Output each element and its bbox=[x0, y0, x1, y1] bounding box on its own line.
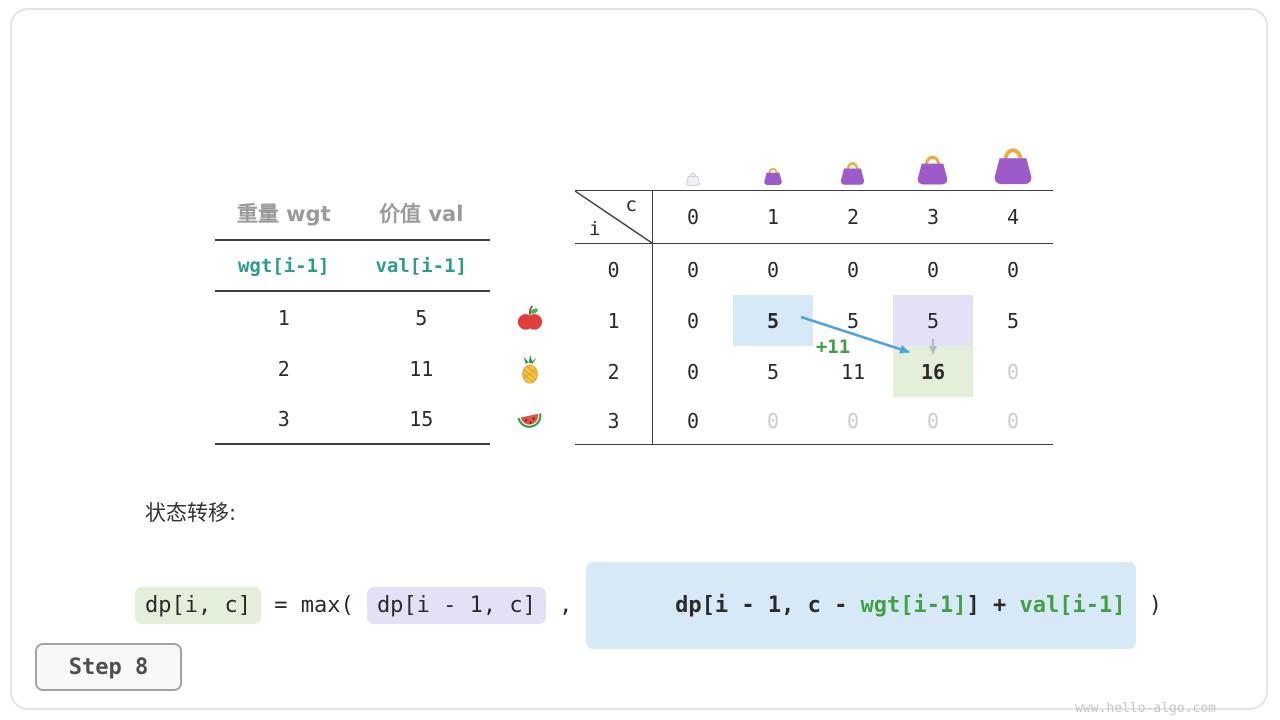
corner-diagonal bbox=[575, 191, 652, 243]
item-row-pineapple: 2 11 bbox=[215, 343, 490, 394]
dp-cell-3-2: 0 bbox=[846, 408, 860, 433]
dp-col-header-1: 1 bbox=[733, 191, 813, 244]
dp-cell-2-3: 16 bbox=[893, 346, 973, 397]
dp-cell-0-3: 0 bbox=[926, 257, 940, 282]
formula-option2-wgt: wgt[i-1] bbox=[860, 593, 967, 618]
dp-table: c i 0 1 2 3 4 0 0 0 0 0 0 1 0 5 5 5 5 2 … bbox=[575, 190, 1053, 445]
item-val-value: 5 bbox=[415, 305, 428, 330]
transition-formula: dp[i, c] = max( dp[i - 1, c] , dp[i - 1,… bbox=[135, 562, 1162, 649]
item-col-header-val: 价值 val bbox=[379, 201, 464, 226]
dp-cell-0-0: 0 bbox=[686, 257, 700, 282]
dp-cell-3-1: 0 bbox=[766, 408, 780, 433]
step-label: Step 8 bbox=[68, 654, 149, 680]
item-formula-wgt: wgt[i-1] bbox=[237, 254, 330, 277]
dp-cell-3-3: 0 bbox=[926, 408, 940, 433]
item-wgt-value: 2 bbox=[277, 356, 290, 381]
formula-result-box: dp[i, c] bbox=[135, 587, 261, 624]
empty-bag-icon bbox=[686, 172, 700, 186]
bag-icon-capacity-2 bbox=[840, 162, 865, 185]
dp-row-header-1: 1 bbox=[575, 295, 653, 346]
plus-value-annotation: +11 bbox=[815, 336, 851, 358]
formula-option1-box: dp[i - 1, c] bbox=[366, 587, 546, 624]
formula-option2-dp: dp[i - 1, c - bbox=[675, 593, 861, 618]
item-col-header-wgt: 重量 wgt bbox=[236, 201, 331, 226]
formula-option2-plus: + bbox=[979, 593, 1020, 618]
dp-cell-1-3: 5 bbox=[893, 295, 973, 346]
item-wgt-value: 3 bbox=[277, 406, 290, 431]
site-watermark: www.hello-algo.com bbox=[1075, 701, 1216, 716]
dp-row-header-0: 0 bbox=[575, 244, 653, 295]
dp-col-header-2: 2 bbox=[813, 191, 893, 244]
bag-icon-capacity-3 bbox=[917, 155, 948, 185]
dp-cell-0-4: 0 bbox=[1006, 257, 1020, 282]
watermelon-icon bbox=[517, 413, 542, 428]
dp-cell-1-1: 5 bbox=[733, 295, 813, 346]
dp-cell-2-4: 0 bbox=[1006, 359, 1020, 384]
formula-option2-box: dp[i - 1, c - wgt[i-1]] + val[i-1] bbox=[585, 562, 1136, 649]
dp-cell-1-4: 5 bbox=[1006, 308, 1020, 333]
formula-option2-bracket: ] bbox=[966, 593, 980, 618]
dp-axis-label-c: c bbox=[625, 194, 637, 216]
dp-cell-1-0: 0 bbox=[686, 308, 700, 333]
dp-cell-3-4: 0 bbox=[1006, 408, 1020, 433]
dp-cell-2-2: 11 bbox=[840, 359, 866, 384]
item-val-value: 11 bbox=[409, 356, 434, 381]
formula-comma: , bbox=[545, 593, 586, 618]
step-badge: Step 8 bbox=[35, 643, 182, 691]
dp-row-header-2: 2 bbox=[575, 346, 653, 397]
dp-axis-label-i: i bbox=[589, 218, 601, 240]
dp-col-header-3: 3 bbox=[893, 191, 973, 244]
dp-col-header-4: 4 bbox=[973, 191, 1053, 244]
dp-cell-0-1: 0 bbox=[766, 257, 780, 282]
item-row-watermelon: 3 15 bbox=[215, 394, 490, 443]
dp-corner-cell: c i bbox=[575, 191, 653, 244]
formula-option2-val: val[i-1] bbox=[1019, 593, 1126, 618]
dp-cell-2-1: 5 bbox=[766, 359, 780, 384]
dp-row-header-3: 3 bbox=[575, 397, 653, 444]
item-table: 重量 wgt 价值 val wgt[i-1] val[i-1] 1 5 2 11… bbox=[215, 186, 490, 445]
dp-col-header-0: 0 bbox=[653, 191, 733, 244]
apple-icon bbox=[517, 305, 543, 330]
dp-cell-0-2: 0 bbox=[846, 257, 860, 282]
formula-close-paren: ) bbox=[1135, 593, 1162, 618]
item-wgt-value: 1 bbox=[277, 305, 290, 330]
bag-icon-capacity-1 bbox=[764, 168, 782, 186]
formula-equals: = max( bbox=[260, 593, 367, 618]
pineapple-icon bbox=[522, 355, 538, 384]
item-formula-row: wgt[i-1] val[i-1] bbox=[215, 241, 490, 292]
bag-icon-capacity-4 bbox=[994, 148, 1032, 185]
item-table-header: 重量 wgt 价值 val bbox=[215, 186, 490, 241]
dp-cell-3-0: 0 bbox=[686, 408, 700, 433]
transition-heading: 状态转移: bbox=[145, 501, 237, 525]
item-val-value: 15 bbox=[409, 406, 434, 431]
dp-cell-2-0: 0 bbox=[686, 359, 700, 384]
item-formula-val: val[i-1] bbox=[375, 254, 467, 277]
item-row-apple: 1 5 bbox=[215, 292, 490, 343]
